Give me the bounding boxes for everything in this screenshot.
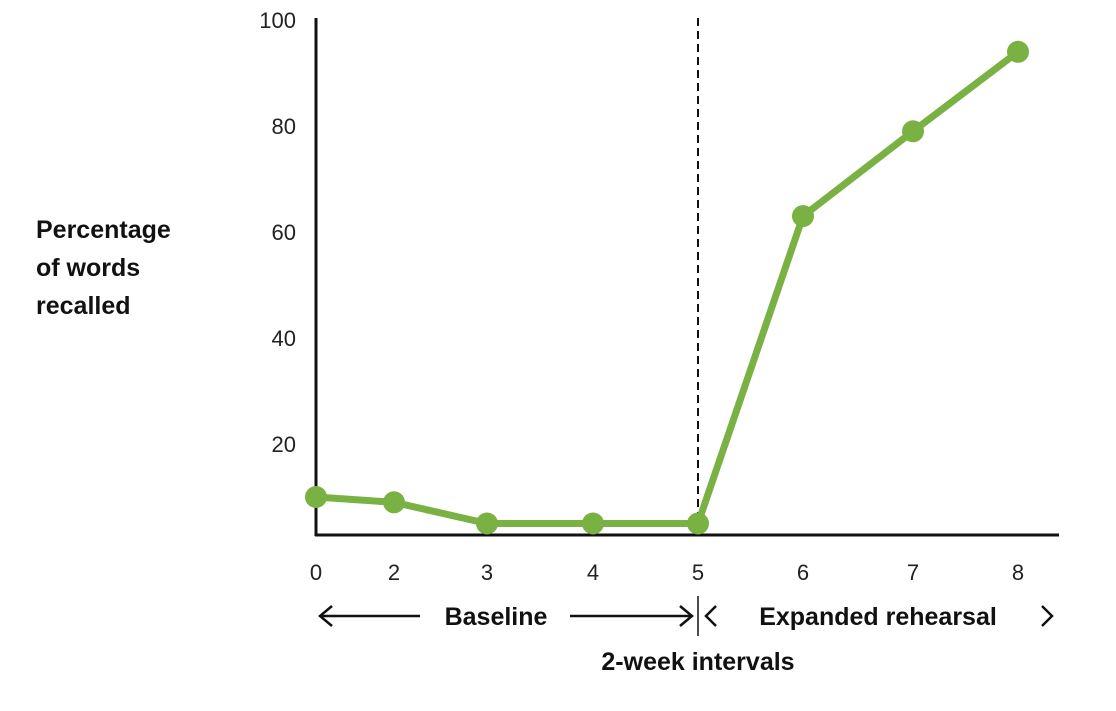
right-arrow-icon <box>1041 605 1054 627</box>
x-tick-label: 0 <box>310 560 322 585</box>
baseline-label: Baseline <box>445 603 548 631</box>
data-point <box>902 120 924 143</box>
y-tick-label: 100 <box>259 8 296 33</box>
x-axis-label: 2-week intervals <box>601 648 794 676</box>
y-axis-label-line: Percentage <box>36 216 171 244</box>
data-point <box>687 512 709 535</box>
y-axis-label: Percentage of words recalled <box>36 216 171 320</box>
baseline-phase-annotation: Baseline <box>318 603 694 631</box>
data-point <box>582 512 604 535</box>
expanded-rehearsal-label: Expanded rehearsal <box>759 603 997 631</box>
series-line <box>315 49 1021 527</box>
x-tick-label: 6 <box>797 560 809 585</box>
data-point <box>305 486 327 508</box>
data-point <box>792 205 814 228</box>
x-tick-label: 7 <box>907 560 919 585</box>
x-tick-label: 4 <box>587 560 599 585</box>
x-tick-label: 3 <box>481 560 493 585</box>
y-axis-label-line: recalled <box>36 292 131 320</box>
data-point <box>383 491 405 514</box>
left-arrow-icon <box>704 605 717 627</box>
y-axis-label-line: of words <box>36 254 140 282</box>
y-tick-label: 40 <box>272 326 296 351</box>
left-arrow-icon <box>318 605 333 627</box>
y-tick-label: 60 <box>272 220 296 245</box>
x-tick-label: 2 <box>388 560 400 585</box>
right-arrow-icon <box>679 605 694 627</box>
y-tick-label: 20 <box>272 432 296 457</box>
data-point <box>1007 40 1029 63</box>
y-tick-label: 80 <box>272 114 296 139</box>
x-tick-label: 8 <box>1012 560 1024 585</box>
data-point <box>476 512 498 535</box>
expanded-rehearsal-phase-annotation: Expanded rehearsal <box>704 603 1054 631</box>
x-tick-label: 5 <box>692 560 704 585</box>
